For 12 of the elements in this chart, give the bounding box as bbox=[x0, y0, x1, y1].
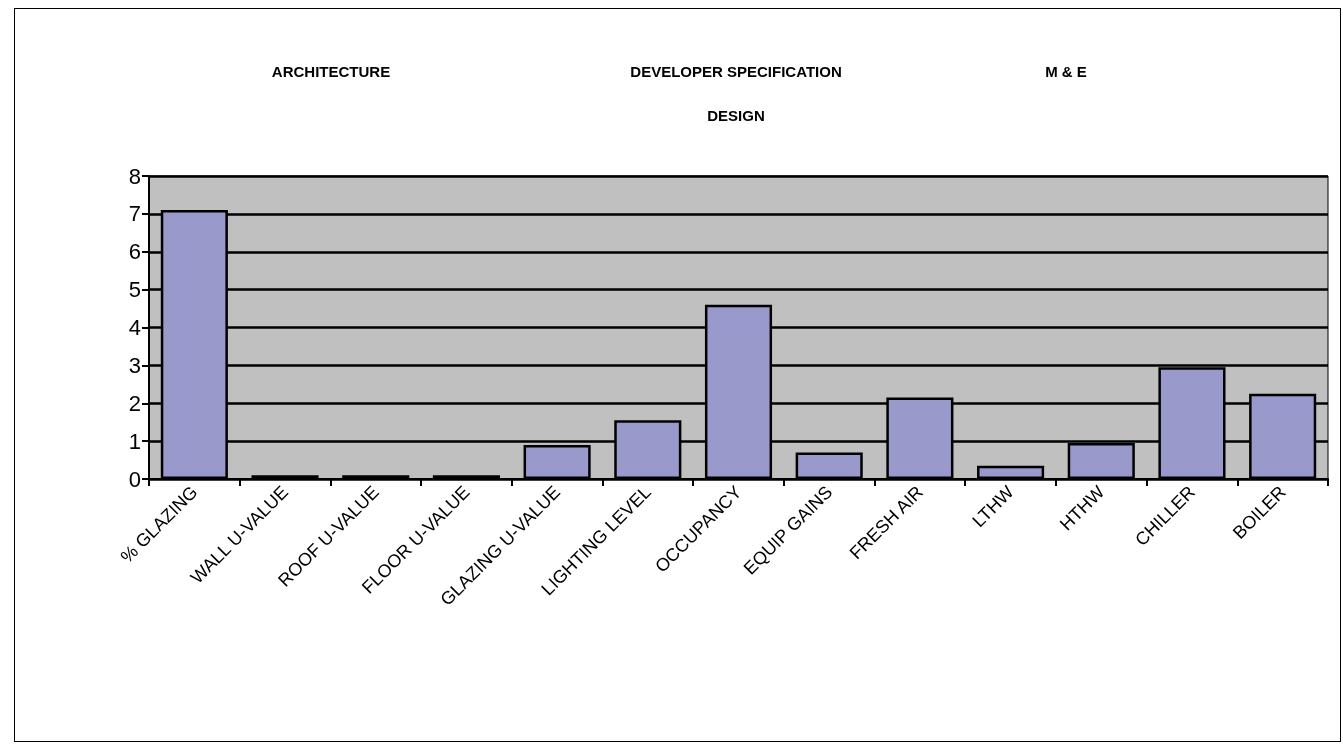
y-tick-label: 3 bbox=[128, 352, 141, 378]
text: ARCHITECTURE bbox=[271, 62, 391, 80]
y-tick-label: 7 bbox=[128, 201, 141, 227]
y-tick-label: 0 bbox=[128, 466, 141, 492]
text: M & E bbox=[1045, 62, 1087, 80]
y-tick-label: 5 bbox=[128, 277, 141, 303]
y-tick-label: 2 bbox=[128, 390, 141, 416]
y-tick-label: 8 bbox=[128, 163, 141, 189]
y-tick-label: 6 bbox=[128, 239, 141, 265]
y-tick-label: 4 bbox=[128, 315, 141, 340]
y-tick-label: 1 bbox=[128, 428, 141, 454]
text: DEVELOPER SPECIFICATION DESIGN bbox=[630, 62, 842, 124]
